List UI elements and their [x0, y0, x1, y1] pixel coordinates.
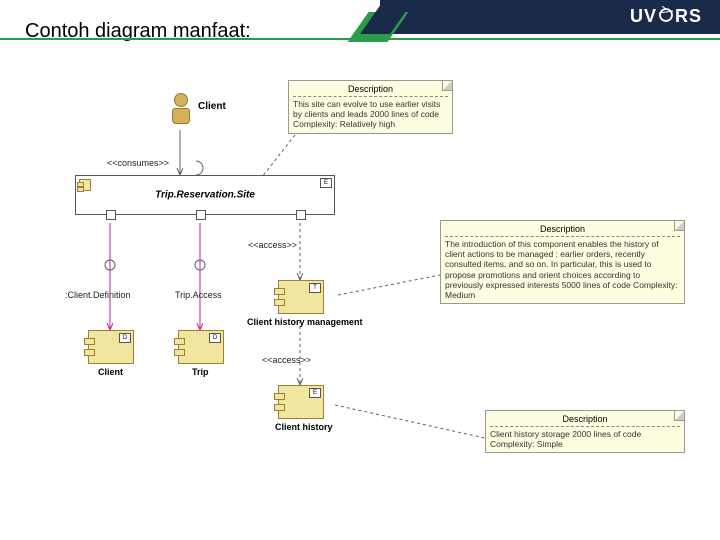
- component-client-label: Client: [98, 367, 123, 377]
- component-client: D: [88, 330, 134, 364]
- note1-body: This site can evolve to use earlier visi…: [293, 99, 448, 130]
- port-trip-access: [196, 210, 206, 220]
- slide-header: Contoh diagram manfaat: UVRS: [0, 0, 720, 60]
- note2-title: Description: [445, 224, 680, 234]
- component-client-tag: D: [119, 333, 131, 343]
- component-history-tag: E: [309, 388, 321, 398]
- component-chm-label: Client history management: [247, 317, 363, 327]
- note-chm-description: Description The introduction of this com…: [440, 220, 685, 304]
- port-label-trip-access: Trip.Access: [175, 290, 222, 300]
- actor-head-icon: [174, 93, 188, 107]
- stereotype-access-1: <<access>>: [248, 240, 297, 250]
- note-earmark-icon: [442, 81, 452, 91]
- actor-body-icon: [172, 108, 190, 124]
- component-tag: E: [320, 178, 332, 188]
- component-site-label: Trip.Reservation.Site: [76, 190, 334, 201]
- component-trip-label: Trip: [192, 367, 209, 377]
- component-chm-tag: T: [309, 283, 321, 293]
- logo-globe-icon: [657, 6, 675, 29]
- brand-logo: UV RS: [630, 4, 702, 27]
- port-access-chm: [296, 210, 306, 220]
- actor-label: Client: [198, 101, 226, 112]
- note1-title: Description: [293, 84, 448, 94]
- component-history-label: Client history: [275, 422, 333, 432]
- note-earmark-icon: [674, 411, 684, 421]
- note-site-description: Description This site can evolve to use …: [288, 80, 453, 134]
- component-trip-reservation-site: E Trip.Reservation.Site: [75, 175, 335, 215]
- port-label-client-def: :Client.Definition: [65, 290, 131, 300]
- logo-text-right: RS: [675, 6, 702, 26]
- component-client-history: E: [278, 385, 324, 419]
- note-earmark-icon: [674, 221, 684, 231]
- diagram-canvas: Client <<consumes>> Description This sit…: [0, 55, 720, 540]
- note2-body: The introduction of this component enabl…: [445, 239, 680, 300]
- component-trip-tag: D: [209, 333, 221, 343]
- stereotype-consumes: <<consumes>>: [107, 158, 169, 168]
- logo-text-left: UV: [630, 6, 657, 26]
- header-green-line: [0, 38, 720, 40]
- note3-title: Description: [490, 414, 680, 424]
- port-client-definition: [106, 210, 116, 220]
- stereotype-access-2: <<access>>: [262, 355, 311, 365]
- note-history-description: Description Client history storage 2000 …: [485, 410, 685, 453]
- actor-client: Client: [170, 93, 192, 125]
- note3-body: Client history storage 2000 lines of cod…: [490, 429, 680, 449]
- component-chm: T: [278, 280, 324, 314]
- component-trip: D: [178, 330, 224, 364]
